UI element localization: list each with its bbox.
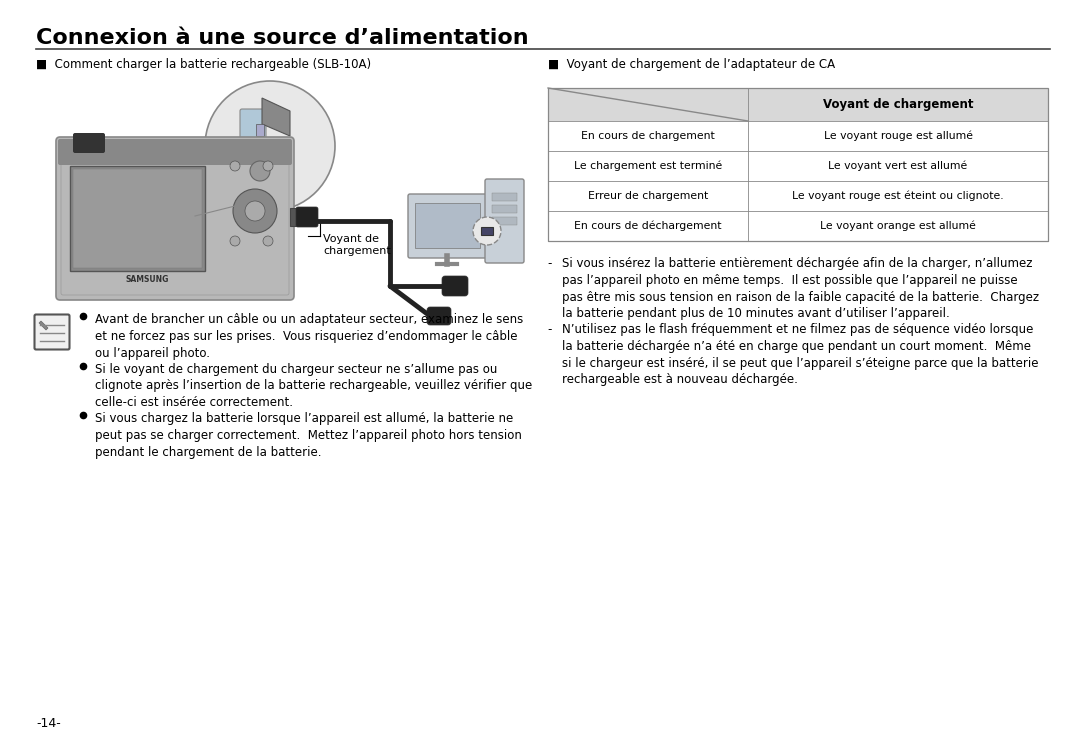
Circle shape	[233, 189, 276, 233]
Circle shape	[264, 236, 273, 246]
Text: Si le voyant de chargement du chargeur secteur ne s’allume pas ou
clignote après: Si le voyant de chargement du chargeur s…	[95, 363, 532, 410]
Text: Le chargement est terminé: Le chargement est terminé	[573, 160, 723, 172]
Text: ■  Voyant de chargement de l’adaptateur de CA: ■ Voyant de chargement de l’adaptateur d…	[548, 58, 835, 71]
Text: Voyant de chargement: Voyant de chargement	[823, 98, 973, 111]
Text: Si vous chargez la batterie lorsque l’appareil est allumé, la batterie ne
peut p: Si vous chargez la batterie lorsque l’ap…	[95, 413, 522, 459]
FancyBboxPatch shape	[35, 315, 69, 349]
Text: Avant de brancher un câble ou un adaptateur secteur, examinez le sens
et ne forc: Avant de brancher un câble ou un adaptat…	[95, 313, 523, 360]
Bar	[492, 217, 517, 225]
Bar	[256, 124, 264, 136]
Circle shape	[473, 217, 501, 245]
FancyBboxPatch shape	[296, 207, 318, 227]
Text: Le voyant rouge est allumé: Le voyant rouge est allumé	[824, 131, 972, 141]
Circle shape	[230, 161, 240, 171]
Polygon shape	[262, 98, 291, 136]
FancyBboxPatch shape	[442, 276, 468, 296]
FancyBboxPatch shape	[73, 133, 105, 153]
Bar	[73, 169, 202, 268]
FancyBboxPatch shape	[56, 137, 294, 300]
Text: En cours de chargement: En cours de chargement	[581, 131, 715, 141]
Bar	[748, 88, 1048, 121]
Text: Erreur de chargement: Erreur de chargement	[588, 191, 708, 201]
Circle shape	[205, 81, 335, 211]
Circle shape	[245, 201, 265, 221]
Bar	[548, 88, 748, 121]
Text: Le voyant rouge est éteint ou clignote.: Le voyant rouge est éteint ou clignote.	[793, 191, 1003, 201]
Bar	[492, 193, 517, 201]
Text: N’utilisez pas le flash fréquemment et ne filmez pas de séquence vidéo lorsque
l: N’utilisez pas le flash fréquemment et n…	[562, 323, 1039, 386]
Text: -: -	[548, 323, 556, 336]
Circle shape	[264, 161, 273, 171]
FancyBboxPatch shape	[240, 109, 266, 143]
Bar	[481, 227, 492, 235]
Bar	[548, 88, 1048, 241]
Text: -: -	[548, 257, 556, 270]
Bar	[291, 208, 298, 226]
FancyBboxPatch shape	[408, 194, 487, 258]
Text: Connexion à une source d’alimentation: Connexion à une source d’alimentation	[36, 28, 528, 48]
Text: Voyant de
chargement: Voyant de chargement	[323, 234, 391, 257]
FancyBboxPatch shape	[485, 179, 524, 263]
Circle shape	[230, 236, 240, 246]
Text: ■  Comment charger la batterie rechargeable (SLB-10A): ■ Comment charger la batterie rechargeab…	[36, 58, 372, 71]
Text: Le voyant orange est allumé: Le voyant orange est allumé	[820, 221, 976, 231]
Bar	[70, 166, 205, 271]
Polygon shape	[39, 321, 48, 330]
Text: Si vous insérez la batterie entièrement déchargée afin de la charger, n’allumez
: Si vous insérez la batterie entièrement …	[562, 257, 1039, 320]
Text: -14-: -14-	[36, 717, 60, 730]
Text: En cours de déchargement: En cours de déchargement	[575, 221, 721, 231]
Circle shape	[249, 161, 270, 181]
Text: SAMSUNG: SAMSUNG	[125, 275, 168, 284]
Text: Le voyant vert est allumé: Le voyant vert est allumé	[828, 160, 968, 172]
Bar	[492, 205, 517, 213]
FancyBboxPatch shape	[58, 139, 292, 165]
Bar	[415, 203, 480, 248]
FancyBboxPatch shape	[427, 307, 451, 325]
